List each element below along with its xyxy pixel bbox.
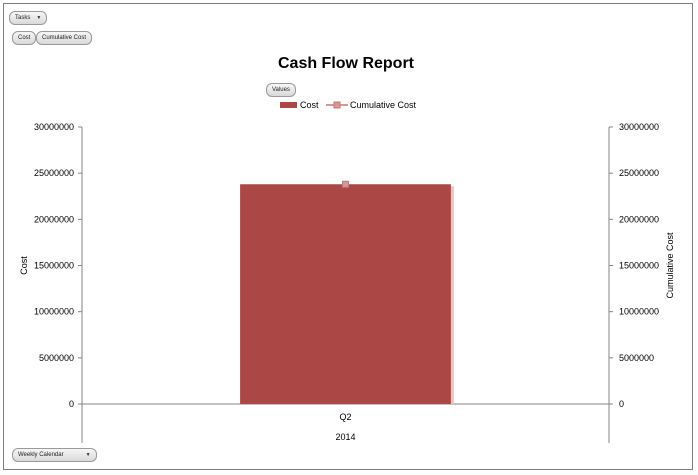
right-tick-label: 5000000 [619, 353, 654, 363]
legend-label-cost: Cost [300, 100, 319, 110]
dropdown-arrow-icon: ▼ [36, 15, 42, 21]
dropdown-arrow-icon: ▼ [85, 452, 91, 458]
field-button-cumulative-cost[interactable]: Cumulative Cost [36, 31, 93, 45]
legend-marker-cumulative-cost [333, 101, 341, 109]
legend-label-cumulative-cost: Cumulative Cost [350, 100, 417, 110]
field-button-cost[interactable]: Cost [12, 31, 37, 45]
right-tick-label: 10000000 [619, 307, 659, 317]
left-tick-label: 0 [69, 399, 74, 409]
values-button[interactable]: Values [266, 83, 296, 97]
tasks-label: Tasks [15, 15, 31, 21]
right-tick-label: 30000000 [619, 122, 659, 132]
weekly-calendar-dropdown[interactable]: Weekly Calendar ▼ [12, 448, 97, 462]
weekly-calendar-label: Weekly Calendar [18, 452, 64, 458]
right-tick-label: 25000000 [619, 168, 659, 178]
y-axis-title-right: Cumulative Cost [665, 232, 675, 299]
x-tick-label: Q2 [339, 412, 351, 422]
x-group-label: 2014 [335, 432, 355, 442]
tasks-dropdown[interactable]: Tasks ▼ [9, 11, 48, 25]
bar-cost [240, 184, 451, 404]
left-tick-label: 15000000 [34, 261, 74, 271]
marker-cumulative-cost [342, 180, 349, 188]
left-tick-label: 25000000 [34, 168, 74, 178]
right-tick-label: 15000000 [619, 261, 659, 271]
right-tick-label: 0 [619, 399, 624, 409]
left-tick-label: 30000000 [34, 122, 74, 132]
legend-swatch-cost [280, 102, 297, 108]
left-tick-label: 10000000 [34, 307, 74, 317]
right-tick-label: 20000000 [619, 214, 659, 224]
y-axis-title: Cost [19, 256, 29, 275]
chart-title: Cash Flow Report [277, 55, 414, 72]
left-tick-label: 20000000 [34, 214, 74, 224]
left-tick-label: 5000000 [39, 353, 74, 363]
